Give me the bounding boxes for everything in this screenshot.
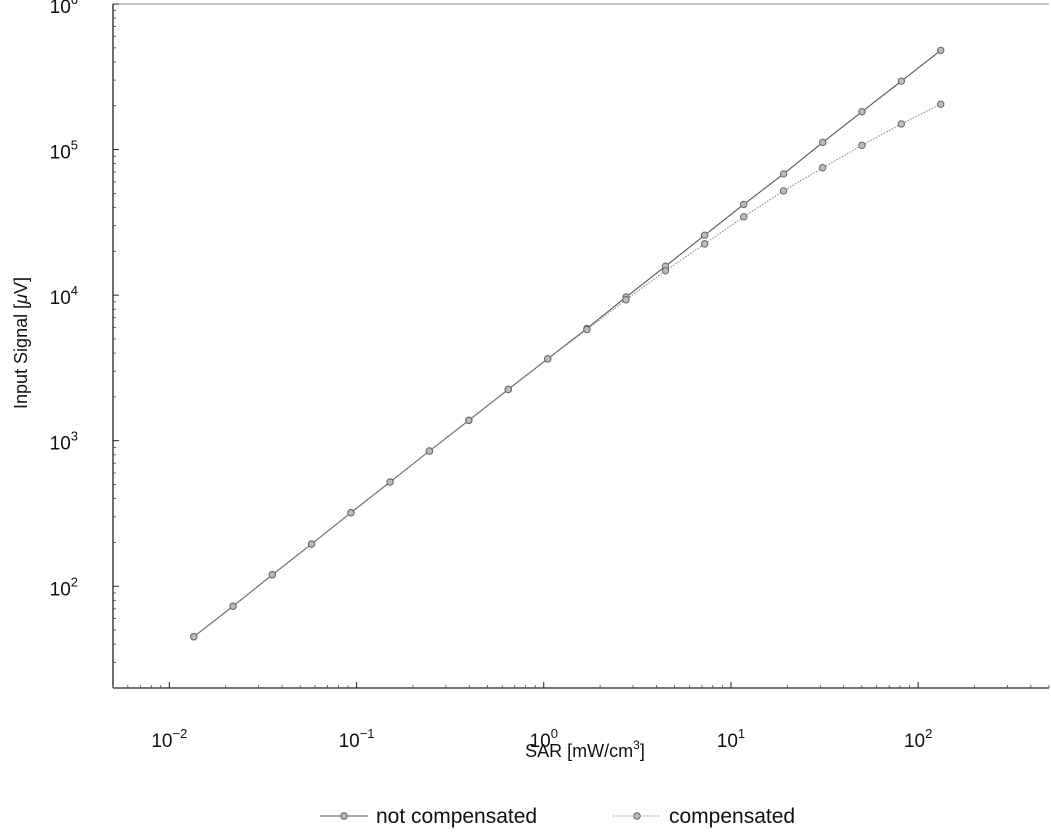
data-point-compensated (307, 540, 316, 548)
y-tick-label: 102 (50, 574, 78, 600)
data-point-compensated (583, 325, 591, 334)
y-tick-label: 105 (50, 138, 78, 164)
x-tick-label: 10−2 (151, 726, 187, 752)
data-point-compensated (347, 509, 355, 517)
legend-marker (633, 812, 641, 820)
legend-label: compensated (669, 805, 795, 828)
x-tick-label: 101 (717, 726, 745, 752)
data-point-compensated (268, 571, 277, 579)
data-point-compensated (229, 602, 237, 610)
data-point-not-compensated (779, 170, 788, 178)
x-tick-label: 100 (530, 726, 558, 752)
y-tick-label: 104 (50, 283, 78, 309)
data-point-compensated (190, 633, 198, 641)
data-point-compensated (700, 240, 709, 248)
legend: not compensated compensated (320, 805, 795, 828)
y-tick-label: 106 (50, 0, 78, 18)
data-point-not-compensated (897, 77, 906, 85)
series-layer (190, 46, 945, 641)
data-point-not-compensated (700, 231, 709, 239)
data-point-compensated (897, 120, 906, 128)
data-point-compensated (504, 385, 512, 394)
x-tick-label: 102 (904, 726, 932, 752)
plot-frame (112, 3, 1049, 689)
y-axis-label: Input Signal [μV] (11, 277, 31, 409)
x-tick-label: 10−1 (339, 726, 375, 752)
data-point-compensated (386, 478, 394, 486)
series-line-compensated (193, 103, 941, 638)
legend-label: not compensated (376, 805, 537, 828)
y-tick-label: 103 (50, 429, 78, 455)
data-point-compensated (465, 416, 473, 425)
data-point-compensated (818, 164, 827, 172)
data-point-compensated (425, 447, 434, 455)
legend-marker (340, 812, 348, 820)
data-point-compensated (544, 355, 552, 363)
data-point-compensated (858, 141, 866, 149)
data-point-not-compensated (740, 200, 748, 209)
data-point-compensated (622, 296, 630, 304)
y-axis-ticks: 102 103 104 105 106 (50, 0, 119, 689)
data-point-compensated (661, 267, 670, 275)
x-axis-ticks: 10−2 10−1 100 101 102 (112, 682, 1050, 752)
data-point-compensated (779, 187, 788, 195)
data-point-not-compensated (858, 108, 866, 116)
data-point-not-compensated (937, 46, 945, 55)
data-point-compensated (740, 213, 748, 221)
x-axis-label: SAR [mW/cm3] (525, 738, 645, 761)
data-point-not-compensated (818, 138, 827, 147)
data-point-compensated (937, 100, 945, 108)
